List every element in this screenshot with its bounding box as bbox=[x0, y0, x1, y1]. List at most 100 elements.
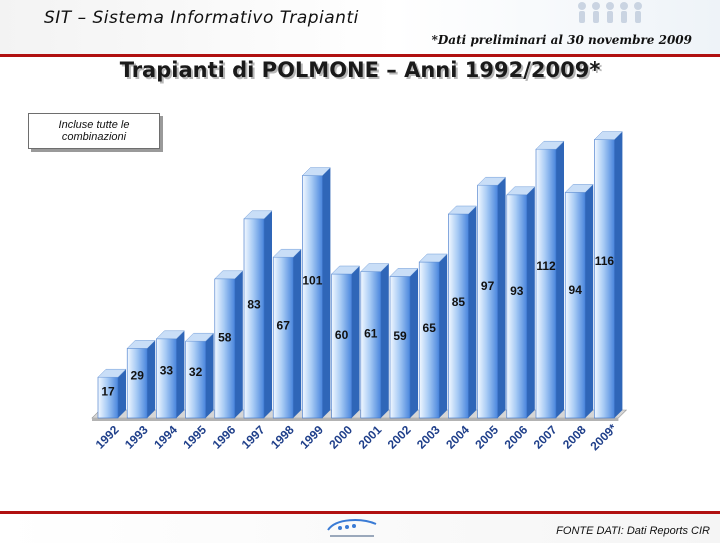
bar bbox=[477, 184, 498, 419]
bar-value-label: 33 bbox=[160, 363, 174, 377]
bar-side bbox=[351, 266, 360, 418]
x-tick-label: 2001 bbox=[356, 423, 385, 452]
bar-2006 bbox=[506, 186, 536, 419]
bar bbox=[594, 139, 615, 419]
bar-value-label: 116 bbox=[595, 254, 615, 268]
bar-2002 bbox=[389, 268, 419, 419]
bar-side bbox=[468, 206, 477, 418]
x-tick-label: 1997 bbox=[239, 423, 268, 452]
x-tick-label: 2007 bbox=[531, 423, 560, 452]
x-tick-label: 2008 bbox=[560, 423, 589, 452]
x-tick-label: 2002 bbox=[385, 423, 414, 452]
bar-side bbox=[293, 249, 302, 418]
bar-value-label: 85 bbox=[452, 295, 466, 309]
bar bbox=[564, 192, 586, 419]
x-tick-label: 2004 bbox=[443, 423, 472, 452]
bar-top bbox=[360, 263, 390, 272]
bar-value-label: 29 bbox=[131, 369, 145, 383]
bar-top bbox=[184, 332, 215, 342]
bar-side bbox=[614, 131, 623, 418]
note-text: Incluse tutte le combinazioni bbox=[58, 119, 130, 143]
bar bbox=[126, 348, 148, 419]
x-tick-label: 1994 bbox=[151, 423, 180, 452]
bar-side bbox=[147, 340, 156, 418]
bar-2007 bbox=[535, 140, 565, 419]
bar-top bbox=[389, 268, 419, 277]
bar-side bbox=[585, 184, 594, 418]
bar-side bbox=[176, 330, 185, 418]
bar-side bbox=[118, 369, 126, 418]
bar-top bbox=[243, 210, 273, 220]
bar-top bbox=[535, 140, 565, 150]
bar-1999 bbox=[301, 167, 332, 419]
bar-2005 bbox=[476, 176, 507, 419]
bar-2009* bbox=[593, 131, 624, 419]
x-tick-label: 1993 bbox=[122, 423, 151, 452]
bar bbox=[331, 273, 352, 419]
bar-value-label: 58 bbox=[218, 330, 232, 344]
bar-top bbox=[272, 248, 302, 258]
bar-side bbox=[264, 210, 272, 418]
note-box: Incluse tutte le combinazioni bbox=[28, 113, 160, 149]
header-bar: SIT – Sistema Informativo Trapianti *Dat… bbox=[0, 0, 720, 57]
chart-floor-edge bbox=[92, 418, 619, 421]
bar-value-label: 93 bbox=[510, 284, 524, 298]
bar-top bbox=[506, 186, 536, 196]
bar-2008 bbox=[564, 184, 594, 419]
x-tick-label: 2009* bbox=[588, 421, 620, 453]
bar-side bbox=[556, 141, 564, 418]
bar-side bbox=[410, 268, 418, 418]
x-axis-labels: 1992 1993 1994 1995 1996 1997 1998 1999 2000 2001… bbox=[93, 421, 620, 453]
x-tick-label: 1999 bbox=[297, 423, 326, 452]
x-tick-label: 2003 bbox=[414, 423, 443, 452]
cnt-logo-icon bbox=[327, 519, 377, 537]
bar-top bbox=[418, 253, 448, 263]
bar-top bbox=[593, 131, 624, 140]
bars-group: 17 29 33 32 58 83 67 101 60 61 59 65 85 97 93 112 94 116 bbox=[97, 131, 624, 419]
bar-side bbox=[439, 254, 448, 418]
bar-1996 bbox=[214, 270, 244, 419]
bar-value-label: 67 bbox=[277, 319, 291, 333]
bar-2004 bbox=[447, 205, 478, 419]
bar-2003 bbox=[418, 253, 448, 419]
bar-value-label: 61 bbox=[364, 326, 378, 340]
bar-side bbox=[497, 177, 506, 418]
bar-top bbox=[155, 330, 186, 340]
bar bbox=[243, 218, 265, 419]
bar-value-label: 97 bbox=[481, 279, 495, 293]
bar-value-label: 59 bbox=[393, 329, 407, 343]
bar-top bbox=[330, 265, 361, 275]
chart-title: Trapianti di POLMONE – Anni 1992/2009* bbox=[119, 58, 601, 82]
bar-1997 bbox=[243, 210, 273, 419]
bar bbox=[272, 256, 294, 419]
bar-value-label: 83 bbox=[247, 297, 261, 311]
bar-1992 bbox=[97, 368, 127, 419]
bar-top bbox=[214, 270, 244, 280]
bar-1994 bbox=[155, 330, 186, 419]
bar-top bbox=[301, 167, 332, 176]
x-tick-label: 1995 bbox=[180, 423, 209, 452]
bar bbox=[418, 261, 440, 419]
bar bbox=[360, 271, 382, 419]
bar bbox=[214, 278, 236, 419]
bar-value-label: 17 bbox=[101, 385, 115, 399]
data-source: FONTE DATI: Dati Reports CIR bbox=[556, 525, 710, 537]
bar bbox=[185, 340, 206, 419]
bar-value-label: 32 bbox=[189, 365, 203, 379]
bar-1995 bbox=[184, 332, 215, 419]
bar-value-label: 101 bbox=[302, 274, 322, 288]
x-tick-label: 2000 bbox=[326, 423, 355, 452]
bar bbox=[389, 276, 411, 419]
people-logo-icon bbox=[578, 2, 642, 23]
app-title: SIT – Sistema Informativo Trapianti bbox=[44, 8, 359, 28]
bar-top bbox=[564, 184, 594, 193]
bar bbox=[535, 148, 557, 419]
bar-2000 bbox=[330, 265, 361, 419]
preliminary-note: *Dati preliminari al 30 novembre 2009 bbox=[431, 33, 692, 47]
bar-2001 bbox=[360, 263, 390, 419]
footer-bar: FONTE DATI: Dati Reports CIR bbox=[0, 511, 720, 543]
bar-1993 bbox=[126, 340, 156, 419]
bar-side bbox=[322, 167, 331, 418]
bar-side bbox=[526, 186, 535, 418]
